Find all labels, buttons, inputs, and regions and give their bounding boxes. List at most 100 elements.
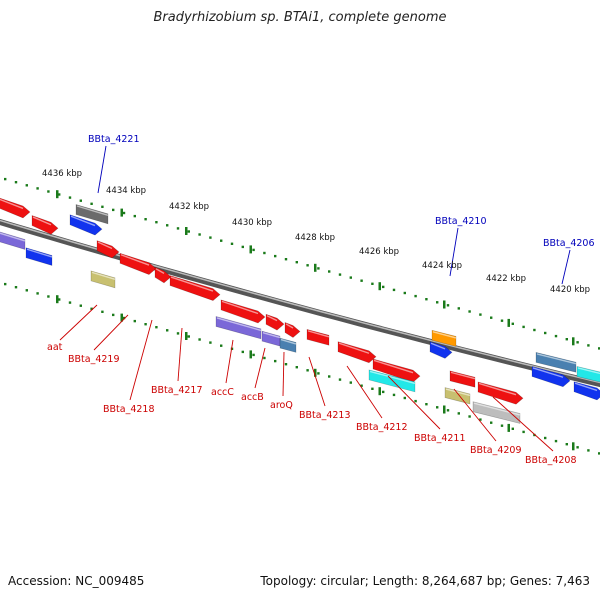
upper-tick-dot bbox=[392, 288, 396, 292]
gene-arrow bbox=[169, 275, 221, 301]
gene-arrow-shine bbox=[536, 353, 577, 365]
lower-tick-major-tick bbox=[120, 313, 123, 322]
lower-leader-line bbox=[492, 396, 554, 452]
lower-leader-line bbox=[177, 327, 183, 382]
upper-tick-dot bbox=[533, 328, 536, 332]
upper-tick-dot bbox=[468, 310, 471, 313]
lower-tick-major-tick bbox=[572, 442, 575, 451]
lower-gene-label: BBta_4218 bbox=[103, 404, 155, 415]
upper-tick-dot bbox=[187, 230, 190, 233]
gene-arrow-shine bbox=[216, 317, 262, 332]
lower-leader-line bbox=[254, 347, 266, 389]
gene-arrow bbox=[535, 352, 577, 373]
lower-tick-major-tick bbox=[443, 405, 446, 414]
lower-tick-dot bbox=[58, 298, 61, 301]
gene-arrow bbox=[531, 366, 571, 388]
upper-tick-dot bbox=[490, 316, 493, 319]
gene-arrow bbox=[306, 328, 330, 346]
lower-tick-dot bbox=[144, 323, 147, 326]
lower-tick-dot bbox=[36, 292, 39, 295]
upper-leader-line bbox=[97, 145, 107, 194]
lower-tick-dot bbox=[500, 424, 504, 427]
kbp-label: 4430 kbp bbox=[232, 218, 272, 228]
lower-tick-dot bbox=[220, 344, 223, 347]
lower-tick-dot bbox=[479, 418, 482, 421]
lower-tick-dot bbox=[133, 319, 136, 323]
lower-leader-line bbox=[346, 365, 383, 419]
lower-tick-dot bbox=[317, 372, 320, 375]
upper-tick-dot bbox=[230, 242, 234, 245]
upper-tick-major-tick bbox=[314, 263, 317, 272]
upper-tick-major-tick bbox=[507, 318, 510, 327]
gene-arrow bbox=[431, 329, 457, 347]
upper-tick-dot bbox=[544, 331, 547, 335]
lower-tick-dot bbox=[68, 301, 72, 304]
upper-leader-line bbox=[561, 249, 571, 285]
gene-arrow-shine bbox=[445, 388, 471, 397]
gene-arrow-shine bbox=[120, 254, 150, 266]
upper-tick-major-tick bbox=[378, 282, 381, 291]
upper-tick-dot bbox=[446, 304, 450, 307]
upper-tick-dot bbox=[274, 254, 277, 258]
lower-tick-dot bbox=[576, 446, 579, 449]
gene-arrow bbox=[429, 341, 453, 359]
upper-tick-dot bbox=[479, 313, 482, 316]
upper-tick-major-tick bbox=[249, 245, 252, 254]
lower-gene-label: BBta_4208 bbox=[525, 455, 577, 466]
gene-arrow bbox=[96, 240, 120, 259]
genome-backbone bbox=[0, 218, 600, 388]
upper-tick-dot bbox=[425, 298, 428, 301]
gene-arrow bbox=[449, 370, 476, 388]
upper-tick-track bbox=[4, 177, 600, 350]
lower-tick-dot bbox=[392, 393, 396, 397]
upper-tick-dot bbox=[176, 227, 180, 230]
map-title: Bradyrhizobium sp. BTAi1, complete genom… bbox=[153, 10, 447, 25]
lower-tick-dot bbox=[274, 359, 277, 363]
gene-arrow bbox=[0, 197, 31, 219]
upper-tick-dot bbox=[144, 218, 147, 221]
gene-arrow-shine bbox=[0, 198, 24, 210]
lower-tick-dot bbox=[101, 310, 104, 313]
gene-arrow bbox=[372, 358, 421, 383]
upper-tick-dot bbox=[241, 245, 244, 249]
lower-tick-dot bbox=[338, 378, 342, 381]
gene-arrow bbox=[368, 369, 416, 393]
lower-tick-dot bbox=[252, 353, 255, 357]
lower-gene-label: BBta_4217 bbox=[151, 385, 203, 396]
upper-tick-dot bbox=[122, 211, 126, 215]
lower-tick-major-tick bbox=[249, 350, 252, 359]
upper-tick-dot bbox=[198, 233, 201, 236]
kbp-label: 4420 kbp bbox=[550, 285, 590, 295]
gene-arrow-shine bbox=[32, 216, 52, 226]
upper-tick-dot bbox=[436, 301, 439, 304]
upper-tick-dot bbox=[598, 347, 600, 350]
upper-tick-dot bbox=[166, 224, 169, 227]
upper-tick-dot bbox=[25, 184, 28, 187]
upper-tick-dot bbox=[371, 282, 374, 285]
lower-tick-dot bbox=[176, 332, 180, 335]
genome-summary-text: Topology: circular; Length: 8,264,687 bp… bbox=[260, 574, 590, 588]
lower-leader-line bbox=[225, 339, 234, 384]
lower-tick-dot bbox=[349, 381, 352, 384]
label-leader-lines bbox=[59, 145, 571, 452]
upper-tick-dot bbox=[457, 307, 460, 310]
lower-gene-label: accC bbox=[211, 387, 234, 398]
lower-tick-dot bbox=[446, 409, 450, 412]
lower-leader-line bbox=[308, 356, 326, 407]
gene-arrow bbox=[472, 401, 521, 424]
upper-tick-dot bbox=[68, 196, 72, 199]
lower-leader-line bbox=[387, 375, 441, 430]
lower-tick-major-tick bbox=[56, 295, 59, 304]
upper-gene-label: BBta_4210 bbox=[435, 216, 487, 227]
upper-tick-dot bbox=[252, 248, 255, 252]
lower-tick-dot bbox=[90, 307, 93, 310]
gene-arrow-shine bbox=[285, 323, 294, 329]
kbp-label: 4428 kbp bbox=[295, 233, 335, 243]
gene-arrow-shine bbox=[262, 331, 281, 339]
gene-arrow bbox=[0, 231, 26, 250]
lower-gene-label: accB bbox=[241, 392, 264, 403]
upper-gene-label: BBta_4206 bbox=[543, 238, 595, 249]
upper-tick-dot bbox=[284, 258, 288, 261]
lower-tick-dot bbox=[598, 452, 600, 455]
